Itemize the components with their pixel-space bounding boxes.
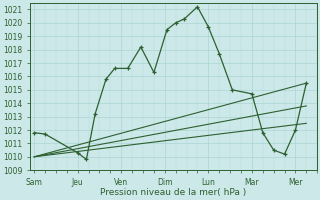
X-axis label: Pression niveau de la mer( hPa ): Pression niveau de la mer( hPa ) (100, 188, 247, 197)
